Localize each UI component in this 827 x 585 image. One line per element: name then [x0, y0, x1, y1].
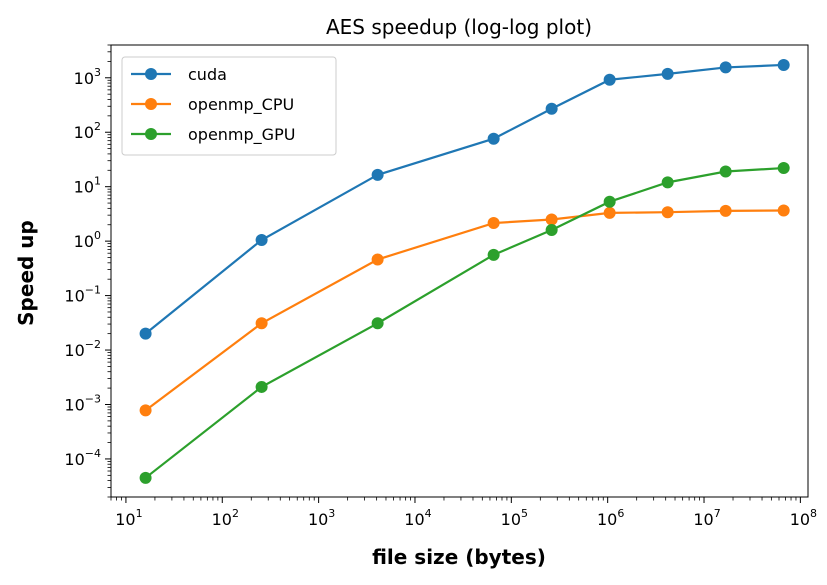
- legend-swatch-marker: [145, 98, 157, 110]
- x-tick-label: 106: [597, 507, 624, 529]
- series-line-openmp_CPU: [144, 209, 784, 412]
- data-point: [487, 132, 500, 145]
- y-tick-label: 10−2: [64, 338, 101, 360]
- y-tick-label: 101: [74, 175, 101, 197]
- data-point: [545, 213, 558, 226]
- y-axis-label: Speed up: [14, 220, 38, 326]
- plot-area: [110, 44, 809, 498]
- series-line-openmp_GPU: [144, 166, 784, 479]
- data-point: [777, 204, 790, 217]
- data-point: [545, 224, 558, 237]
- x-tick-label: 103: [308, 507, 335, 529]
- data-point: [603, 206, 616, 219]
- data-point: [371, 253, 384, 266]
- plot-frame: [110, 44, 809, 498]
- y-tick-label: 102: [74, 120, 101, 142]
- data-point: [255, 233, 268, 246]
- data-point: [603, 195, 616, 208]
- data-point: [719, 165, 732, 178]
- data-point: [661, 67, 674, 80]
- x-tick-label: 102: [212, 507, 239, 529]
- x-tick-label: 108: [790, 507, 817, 529]
- data-point: [371, 317, 384, 330]
- legend-box: [121, 56, 337, 156]
- data-point: [777, 162, 790, 175]
- data-point: [661, 176, 674, 189]
- x-tick-label: 104: [404, 507, 431, 529]
- chart-title: AES speedup (log-log plot): [326, 15, 592, 39]
- data-point: [255, 317, 268, 330]
- y-tick-label: 10−4: [64, 447, 101, 469]
- data-point: [719, 61, 732, 74]
- data-point: [139, 327, 152, 340]
- data-point: [139, 404, 152, 417]
- data-point: [661, 206, 674, 219]
- y-tick-label: 10−3: [64, 392, 101, 414]
- data-point: [487, 248, 500, 261]
- x-tick-label: 101: [115, 507, 142, 529]
- y-tick-label: 10−1: [64, 284, 101, 306]
- data-point: [777, 58, 790, 71]
- y-axis: 10−4 10−3 10−2 10−1 100 101 102 103: [64, 44, 111, 498]
- data-point: [371, 168, 384, 181]
- x-axis: 101 102 103 104 105 106 107 108: [110, 497, 817, 529]
- x-axis-label: file size (bytes): [372, 545, 546, 569]
- data-point: [139, 471, 152, 484]
- legend-swatch-marker: [145, 128, 157, 140]
- data-point: [603, 73, 616, 86]
- legend-label: openmp_GPU: [188, 125, 295, 145]
- legend-label: openmp_CPU: [188, 95, 294, 115]
- data-point: [487, 217, 500, 230]
- data-point: [255, 380, 268, 393]
- legend-label: cuda: [188, 65, 227, 84]
- legend: cuda openmp_CPU openmp_GPU: [121, 56, 337, 156]
- legend-swatch-marker: [145, 68, 157, 80]
- x-tick-label: 107: [693, 507, 720, 529]
- x-tick-label: 105: [501, 507, 528, 529]
- y-tick-label: 103: [74, 66, 101, 88]
- y-tick-label: 100: [74, 229, 101, 251]
- data-point: [545, 102, 558, 115]
- data-point: [719, 204, 732, 217]
